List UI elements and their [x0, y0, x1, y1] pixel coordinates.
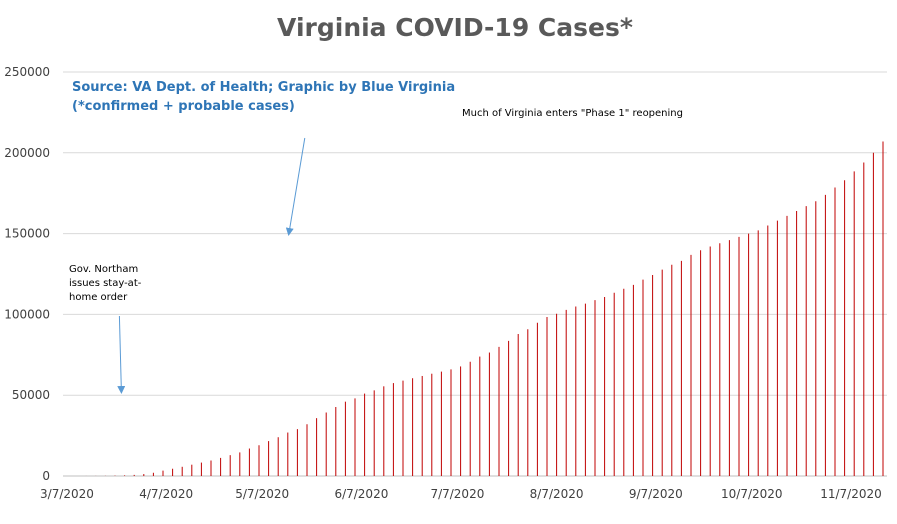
annotation-stay-at-home-text: Gov. Northam — [69, 264, 138, 275]
y-tick-label: 0 — [42, 469, 50, 483]
x-tick-label: 7/7/2020 — [430, 487, 484, 501]
y-tick-label: 50000 — [12, 388, 50, 402]
annotation-phase1-text: Much of Virginia enters "Phase 1" reopen… — [462, 108, 683, 119]
annotation-stay-at-home-text: home order — [69, 292, 128, 303]
x-tick-label: 10/7/2020 — [721, 487, 783, 501]
y-tick-label: 200000 — [4, 146, 50, 160]
y-tick-label: 150000 — [4, 227, 50, 241]
x-tick-label: 9/7/2020 — [629, 487, 683, 501]
x-tick-label: 8/7/2020 — [530, 487, 584, 501]
x-axis-ticks: 3/7/2020 4/7/2020 5/7/2020 6/7/2020 7/7/2020… — [40, 487, 882, 501]
annotation-arrow — [117, 315, 126, 394]
y-axis-ticks: 0 50000 100000 150000 200000 250000 — [4, 65, 50, 483]
x-tick-label: 11/7/2020 — [820, 487, 882, 501]
chart-title: Virginia COVID-19 Cases* — [277, 13, 633, 42]
x-tick-label: 3/7/2020 — [40, 487, 94, 501]
bars — [66, 141, 884, 476]
annotation-stay-at-home-text: issues stay-at- — [69, 278, 142, 289]
y-tick-label: 250000 — [4, 65, 50, 79]
y-tick-label: 100000 — [4, 307, 50, 321]
x-tick-label: 5/7/2020 — [235, 487, 289, 501]
gridlines — [63, 71, 887, 477]
x-tick-label: 4/7/2020 — [139, 487, 193, 501]
annotations: Gov. Northam issues stay-at-home order Muc… — [69, 108, 683, 394]
annotation-arrow — [285, 137, 306, 236]
source-line-2: (*confirmed + probable cases) — [72, 99, 295, 114]
source-line-1: Source: VA Dept. of Health; Graphic by B… — [72, 80, 455, 95]
x-tick-label: 6/7/2020 — [334, 487, 388, 501]
